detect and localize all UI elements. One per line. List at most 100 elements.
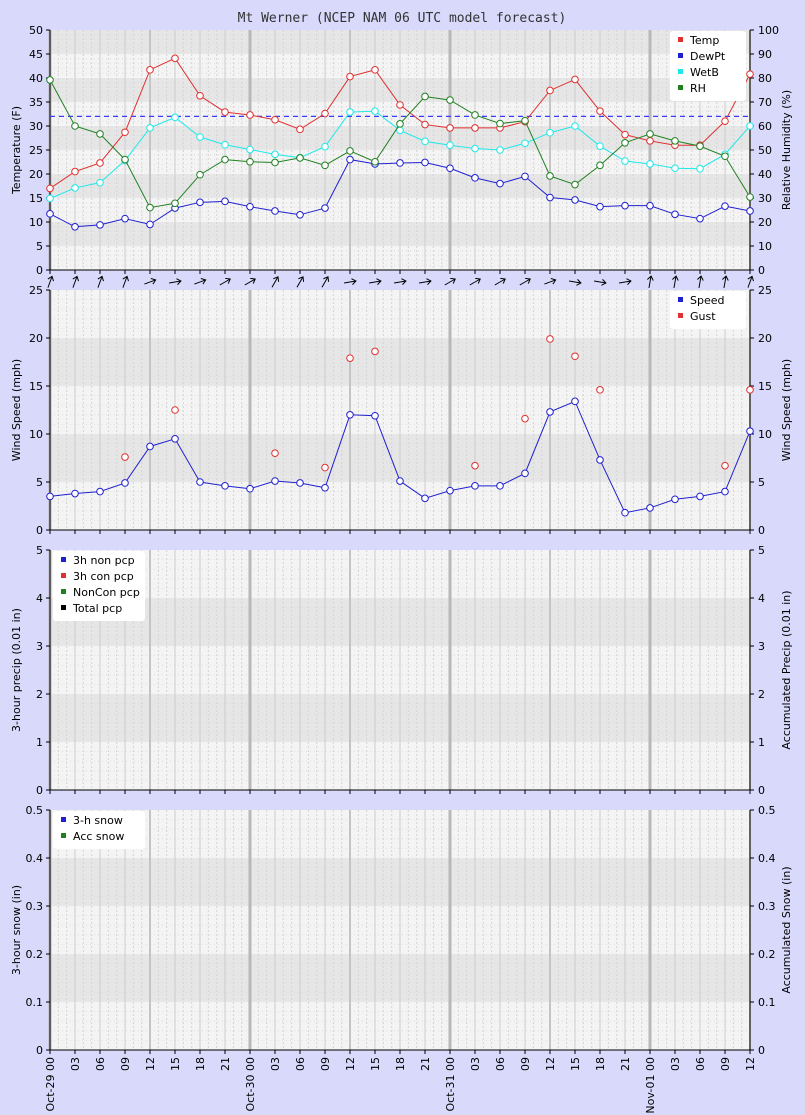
legend-entry: 3h con pcp xyxy=(73,570,134,583)
gust-point xyxy=(521,414,529,423)
x-tick-label: 06 xyxy=(694,1057,707,1071)
speed-point xyxy=(46,492,54,501)
arrow-head xyxy=(298,276,305,282)
x-tick-labels: Oct-29 00 03 06 09 12 15 18 21 Oct-30 00 03 06 09 12… xyxy=(44,1057,757,1114)
speed-point xyxy=(321,483,329,492)
legend-box xyxy=(53,811,145,849)
temp-point xyxy=(721,117,729,125)
temp-point xyxy=(296,125,304,134)
y-axis-label: 3-hour snow (in) xyxy=(10,885,23,975)
arrow-shaft xyxy=(219,278,231,286)
wetb-point xyxy=(521,139,529,148)
arrow-shaft xyxy=(344,280,356,284)
wetb-point xyxy=(71,184,79,192)
y2-tick-label: 20 xyxy=(758,332,772,345)
temp-point xyxy=(96,159,104,167)
wetb-point xyxy=(496,146,504,154)
x-tick-label: 09 xyxy=(319,1057,332,1071)
legend-swatch xyxy=(678,37,683,42)
rh-point xyxy=(446,96,454,104)
arrow-head xyxy=(323,276,330,282)
temp-point xyxy=(621,130,629,139)
rh-point xyxy=(96,130,104,138)
arrow-shaft xyxy=(97,276,103,288)
legend-swatch xyxy=(61,833,66,838)
wind-arrow xyxy=(169,278,182,285)
arrow-head xyxy=(351,278,357,285)
temp-point xyxy=(446,124,454,132)
y2-tick-label: 5 xyxy=(758,544,765,557)
arrow-shaft xyxy=(723,276,727,288)
speed-point xyxy=(346,411,354,419)
rh-point xyxy=(46,76,54,84)
wind-arrow xyxy=(569,279,582,286)
x-tick-label: 12 xyxy=(744,1057,757,1071)
y2-tick-label: 50 xyxy=(758,144,772,157)
dewpt-point xyxy=(96,221,104,229)
wetb-point xyxy=(196,133,204,141)
dewpt-point xyxy=(546,193,554,202)
speed-point xyxy=(471,482,479,490)
x-tick-label: Oct-30 00 xyxy=(244,1057,257,1111)
x-tick-label: 12 xyxy=(544,1057,557,1071)
arrow-shaft xyxy=(47,276,53,288)
panel-2: 0 0 5 5 10 10 15 15 20 20 25 25 Wind Speed (mph) Wind… xyxy=(10,284,793,537)
speed-point xyxy=(371,411,379,420)
arrow-shaft xyxy=(619,280,631,284)
rh-point xyxy=(396,120,404,128)
x-tick-label: 03 xyxy=(469,1057,482,1071)
wind-arrow xyxy=(544,278,557,285)
gust-point xyxy=(371,347,379,356)
y2-tick-label: 0.3 xyxy=(758,900,776,913)
y-tick-label: 0.1 xyxy=(26,996,44,1009)
y2-tick-label: 30 xyxy=(758,192,772,205)
speed-point xyxy=(621,508,629,517)
wind-arrow xyxy=(369,278,382,285)
wetb-point xyxy=(421,137,429,146)
legend-swatch xyxy=(61,605,66,610)
y2-tick-label: 80 xyxy=(758,72,772,85)
speed-point xyxy=(271,477,279,485)
y2-tick-label: 2 xyxy=(758,688,765,701)
speed-point xyxy=(571,397,579,406)
speed-point xyxy=(421,494,429,503)
arrow-shaft xyxy=(394,280,406,284)
wind-arrow xyxy=(519,277,531,286)
speed-point xyxy=(221,482,229,490)
gust-point xyxy=(271,449,279,458)
temp-point xyxy=(171,54,179,63)
dewpt-point xyxy=(321,204,329,212)
speed-point xyxy=(146,442,154,451)
arrow-head xyxy=(47,275,54,282)
arrow-shaft xyxy=(594,280,606,284)
wind-arrow xyxy=(144,278,157,285)
series-temp xyxy=(46,54,754,193)
arrow-head xyxy=(500,277,506,284)
rh-point xyxy=(496,119,504,128)
wind-arrow xyxy=(747,275,754,288)
wind-arrow xyxy=(97,275,104,288)
arrow-head xyxy=(601,279,607,286)
x-tick-label: 12 xyxy=(344,1057,357,1071)
arrow-shaft xyxy=(747,276,753,288)
gust-point xyxy=(596,386,604,394)
rh-point xyxy=(596,161,604,170)
rh-point xyxy=(221,155,229,164)
wetb-point xyxy=(596,142,604,150)
wetb-point xyxy=(671,164,679,173)
rh-point xyxy=(171,199,179,208)
gust-point xyxy=(121,453,129,461)
legend: 3h non pcp 3h con pcp NonCon pcp Total pcp xyxy=(53,551,145,621)
dewpt-point xyxy=(671,210,679,219)
legend-box xyxy=(670,291,746,329)
y-tick-label: 50 xyxy=(29,24,43,37)
y-tick-label: 25 xyxy=(29,144,43,157)
y2-axis-label: Wind Speed (mph) xyxy=(780,359,793,461)
arrow-shaft xyxy=(544,279,556,285)
arrow-head xyxy=(72,275,79,282)
arrow-head xyxy=(376,278,382,285)
x-tick-label: 06 xyxy=(294,1057,307,1071)
wetb-point xyxy=(146,124,154,132)
y2-tick-label: 60 xyxy=(758,120,772,133)
y-tick-label: 5 xyxy=(36,476,43,489)
